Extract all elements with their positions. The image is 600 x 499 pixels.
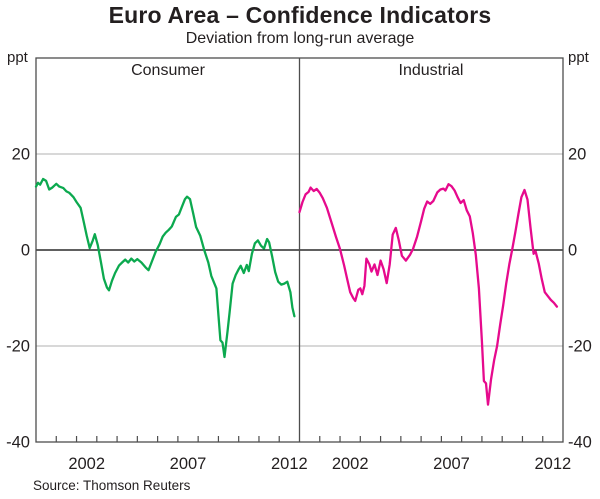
y-tick-label-right: 20 — [568, 146, 586, 164]
y-tick-label-left: 20 — [12, 146, 30, 164]
chart-subtitle: Deviation from long-run average — [185, 30, 415, 47]
industrial-line — [298, 183, 559, 406]
y-axis-unit-left: ppt — [7, 49, 28, 66]
x-tick-label: 2002 — [68, 455, 105, 473]
y-tick-label-right: -20 — [568, 338, 592, 356]
y-tick-label-left: 0 — [21, 242, 30, 260]
x-tick-label: 2007 — [433, 455, 470, 473]
y-tick-label-right: 0 — [568, 242, 577, 260]
x-tick-label: 2007 — [170, 455, 207, 473]
source-note: Source: Thomson Reuters — [33, 478, 191, 493]
x-tick-label: 2002 — [332, 455, 369, 473]
panel-title-consumer: Consumer — [131, 62, 205, 79]
consumer-line — [34, 177, 296, 359]
y-tick-label-right: -40 — [568, 434, 592, 452]
panel-title-industrial: Industrial — [398, 62, 464, 79]
y-tick-label-left: -20 — [6, 338, 30, 356]
x-tick-label: 2012 — [271, 455, 308, 473]
y-axis-unit-right: ppt — [568, 49, 589, 66]
y-tick-label-left: -40 — [6, 434, 30, 452]
x-tick-label: 2012 — [535, 455, 572, 473]
chart-title: Euro Area – Confidence Indicators — [108, 2, 492, 28]
